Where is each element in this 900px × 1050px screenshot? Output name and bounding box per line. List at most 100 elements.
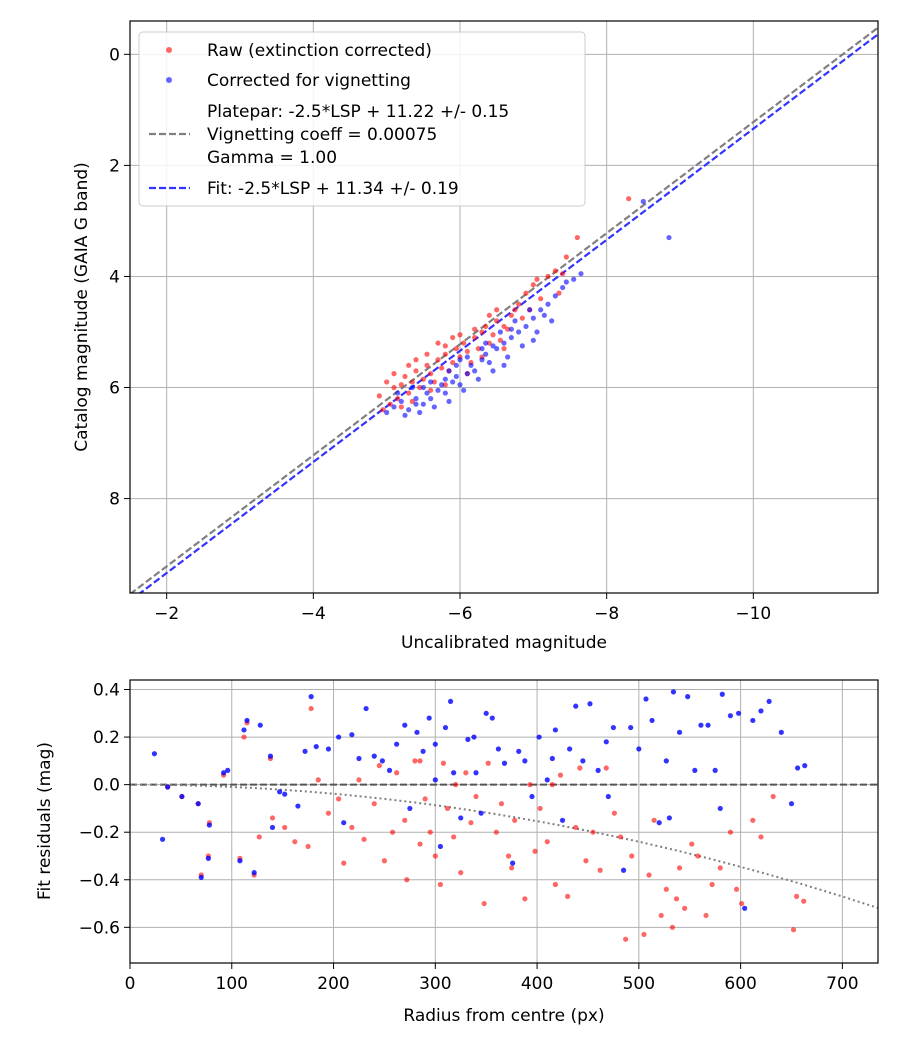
- raw-point: [376, 393, 382, 399]
- raw-residual-point: [770, 793, 776, 800]
- raw-point: [472, 334, 478, 341]
- corrected-residual-point: [437, 843, 443, 850]
- corrected-residual-point: [670, 689, 677, 695]
- x-tick-label: 700: [826, 974, 858, 994]
- corrected-point: [395, 390, 401, 396]
- legend-platepar-label: Platepar: -2.5*LSP + 11.22 +/- 0.15: [207, 102, 509, 122]
- calibration-fit-lines: [130, 26, 878, 593]
- raw-residual-point: [308, 705, 314, 712]
- raw-point: [534, 276, 540, 282]
- corrected-residual-point: [426, 715, 432, 721]
- corrected-residual-point: [595, 767, 601, 773]
- corrected-point: [490, 368, 496, 374]
- corrected-residual-point: [628, 724, 634, 731]
- raw-residual-point: [269, 815, 276, 821]
- corrected-residual-point: [302, 748, 308, 754]
- raw-residual-point: [463, 770, 469, 776]
- corrected-residual-point: [379, 758, 385, 764]
- corrected-residual-point: [663, 758, 669, 764]
- x-tick-label: −2: [154, 604, 179, 624]
- corrected-point: [453, 373, 459, 380]
- raw-residual-point: [473, 793, 479, 800]
- legend-corrected-marker: [166, 77, 172, 83]
- raw-point: [442, 351, 448, 357]
- x-tick-label: −10: [735, 604, 771, 624]
- corrected-point: [552, 293, 558, 299]
- corrected-residual-point: [478, 810, 484, 816]
- raw-residual-point: [440, 760, 447, 766]
- raw-residual-point: [790, 927, 797, 933]
- raw-residual-point: [651, 817, 657, 823]
- corrected-residual-point: [282, 791, 288, 797]
- y-tick-label: 8: [109, 490, 120, 510]
- raw-residual-point: [315, 777, 321, 783]
- corrected-residual-point: [269, 824, 276, 831]
- corrected-residual-point: [356, 755, 362, 762]
- corrected-point: [519, 343, 525, 349]
- raw-residual-point: [617, 834, 624, 840]
- raw-residual-point: [590, 829, 596, 835]
- calibration-chart: −2 −4 −6 −8 −10 0 2 4 6 8 Uncalibrated magnitude…: [72, 20, 879, 653]
- corrected-residual-point: [198, 874, 204, 880]
- raw-residual-point: [485, 760, 491, 766]
- corrected-residual-point: [402, 722, 408, 728]
- raw-residual-point: [468, 820, 474, 826]
- raw-point: [409, 398, 415, 405]
- corrected-residual-point: [257, 722, 263, 728]
- corrected-residual-point: [420, 748, 426, 754]
- legend-gamma-label: Gamma = 1.00: [207, 148, 337, 168]
- raw-residual-point: [522, 896, 528, 902]
- raw-point: [439, 365, 445, 371]
- raw-point: [556, 290, 562, 296]
- residuals-x-axis-label: Radius from centre (px): [403, 1006, 604, 1026]
- corrected-point: [549, 318, 555, 324]
- corrected-point: [541, 312, 547, 318]
- x-tick-label: 400: [521, 974, 553, 994]
- y-tick-label: −0.2: [79, 823, 120, 843]
- raw-point: [508, 312, 514, 318]
- corrected-residual-point: [465, 736, 471, 743]
- corrected-point: [428, 396, 434, 402]
- corrected-point: [640, 198, 646, 205]
- raw-point: [424, 362, 430, 368]
- raw-residual-point: [241, 734, 247, 740]
- x-tick-label: −4: [301, 604, 326, 624]
- corrected-residual-point: [195, 801, 201, 807]
- raw-residual-point: [336, 796, 342, 802]
- raw-point: [457, 332, 463, 338]
- corrected-residual-point: [536, 734, 542, 740]
- corrected-residual-point: [473, 770, 479, 776]
- raw-residual-point: [733, 886, 740, 892]
- raw-residual-point: [305, 843, 311, 850]
- raw-point: [417, 384, 423, 391]
- corrected-point: [530, 315, 536, 321]
- corrected-point: [494, 346, 500, 352]
- vignetting-curve: [130, 783, 878, 909]
- corrected-residual-point: [501, 760, 508, 766]
- x-tick-label: 300: [419, 974, 451, 994]
- corrected-residual-point: [603, 739, 609, 745]
- calibration-x-axis-label: Uncalibrated magnitude: [401, 633, 607, 653]
- raw-point: [560, 271, 566, 277]
- corrected-residual-point: [336, 734, 342, 740]
- raw-point: [523, 290, 529, 296]
- calibration-points: [376, 196, 672, 418]
- y-tick-label: −0.6: [79, 918, 120, 938]
- corrected-point: [413, 396, 419, 402]
- raw-point: [428, 371, 434, 377]
- raw-residual-point: [532, 848, 538, 854]
- raw-residual-point: [623, 936, 629, 942]
- raw-point: [479, 329, 485, 335]
- corrected-point: [464, 354, 470, 360]
- raw-residual-point: [709, 881, 715, 888]
- raw-residual-point: [427, 829, 433, 835]
- raw-residual-point: [669, 924, 676, 930]
- raw-residual-point: [682, 905, 688, 911]
- raw-point: [413, 357, 419, 363]
- corrected-residual-point: [552, 727, 558, 733]
- raw-residual-point: [597, 867, 603, 873]
- raw-residual-point: [801, 898, 807, 904]
- raw-point: [461, 340, 467, 346]
- corrected-point: [439, 382, 445, 388]
- corrected-point: [666, 234, 672, 241]
